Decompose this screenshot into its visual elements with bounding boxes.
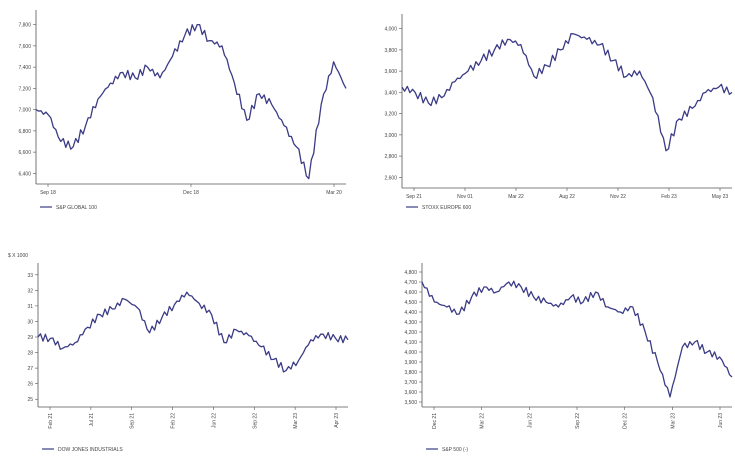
y-tick-label: 4,500 bbox=[404, 300, 417, 306]
y-tick-label: 2,600 bbox=[384, 175, 397, 181]
series-line bbox=[421, 280, 733, 398]
chart-panel-stoxx-europe-600: 4,000 3,800 3,600 3,400 3,200 3,000 2,800 2,600… bbox=[368, 0, 735, 227]
series-line bbox=[37, 291, 349, 373]
y-tick-label: 4,400 bbox=[404, 310, 417, 316]
y-tick-label: 32 bbox=[27, 288, 33, 294]
x-tick-label: Sep 18 bbox=[40, 190, 56, 196]
y-tick-label: 4,100 bbox=[404, 340, 417, 346]
x-tick-label: Sep 22 bbox=[575, 413, 581, 429]
y-tick-label: 4,000 bbox=[404, 350, 417, 356]
series-line bbox=[401, 33, 733, 152]
y-tick-label: 3,900 bbox=[404, 360, 417, 366]
y-unit-label: $ X 1000 bbox=[8, 253, 28, 259]
x-tick-label: Aug 22 bbox=[559, 194, 575, 200]
y-tick-label: 7,800 bbox=[18, 23, 31, 29]
x-tick-label: Mar 22 bbox=[508, 194, 524, 200]
y-tick-label: 3,700 bbox=[404, 380, 417, 386]
y-tick-label: 3,000 bbox=[384, 133, 397, 139]
x-tick-label: Jun 22 bbox=[527, 413, 533, 428]
x-tick-label: Nov 01 bbox=[457, 194, 473, 200]
y-tick-label: 4,300 bbox=[404, 320, 417, 326]
y-tick-label: 7,400 bbox=[18, 65, 31, 71]
y-tick-label: 33 bbox=[27, 273, 33, 279]
x-tick-label: Mar 23 bbox=[293, 413, 299, 429]
y-tick-label: 25 bbox=[27, 397, 33, 403]
x-tick-label: Nov 22 bbox=[610, 194, 626, 200]
x-tick-label: Feb 23 bbox=[661, 194, 677, 200]
x-tick-label: Dec 22 bbox=[623, 413, 629, 429]
x-tick-label: Jul 21 bbox=[89, 413, 95, 427]
y-tick-label: 3,200 bbox=[384, 112, 397, 118]
y-tick-label: 29 bbox=[27, 335, 33, 341]
y-tick-label: 7,200 bbox=[18, 86, 31, 92]
x-tick-label: Feb 22 bbox=[171, 413, 177, 429]
legend-label: S&P GLOBAL 100 bbox=[56, 205, 97, 211]
y-tick-label: 27 bbox=[27, 366, 33, 372]
y-tick-label: 3,400 bbox=[384, 90, 397, 96]
x-tick-label: May 23 bbox=[712, 194, 729, 200]
y-tick-label: 7,600 bbox=[18, 44, 31, 50]
y-tick-label: 3,800 bbox=[384, 48, 397, 54]
y-tick-label: 31 bbox=[27, 304, 33, 310]
x-tick-label: Jun 23 bbox=[718, 413, 724, 428]
y-tick-label: 2,800 bbox=[384, 154, 397, 160]
legend-label: S&P 500 (-) bbox=[442, 447, 468, 453]
x-tick-label: Jun 22 bbox=[211, 413, 217, 428]
x-tick-label: Mar 22 bbox=[480, 413, 486, 429]
chart-panel-sp-global-100: 7,800 7,600 7,400 7,200 7,000 6,800 6,600 6,400… bbox=[0, 0, 367, 227]
y-tick-label: 4,700 bbox=[404, 280, 417, 286]
y-tick-label: 3,600 bbox=[404, 390, 417, 396]
x-tick-label: Mar 20 bbox=[326, 190, 342, 196]
y-tick-label: 6,600 bbox=[18, 150, 31, 156]
x-tick-label: Dec 18 bbox=[183, 190, 199, 196]
x-tick-label: Sep 22 bbox=[252, 413, 258, 429]
x-tick-label: Mar 23 bbox=[670, 413, 676, 429]
y-tick-label: 30 bbox=[27, 319, 33, 325]
x-tick-label: Sep 21 bbox=[406, 194, 422, 200]
y-tick-label: 3,800 bbox=[404, 370, 417, 376]
chart-dow-jones-industrials: 33 32 31 30 29 28 27 26 25 $ X 1000 Feb 21 Jul 21 Se… bbox=[8, 253, 349, 453]
y-tick-label: 4,000 bbox=[384, 27, 397, 33]
y-tick-label: 7,000 bbox=[18, 108, 31, 114]
y-tick-label: 4,800 bbox=[404, 270, 417, 276]
x-tick-label: Feb 21 bbox=[48, 413, 54, 429]
chart-stoxx-europe-600: 4,000 3,800 3,600 3,400 3,200 3,000 2,800 2,600… bbox=[384, 14, 733, 211]
y-tick-label: 6,400 bbox=[18, 171, 31, 177]
y-tick-label: 3,500 bbox=[404, 400, 417, 406]
y-tick-label: 28 bbox=[27, 351, 33, 357]
y-tick-label: 4,200 bbox=[404, 330, 417, 336]
chart-panel-dow-jones: 33 32 31 30 29 28 27 26 25 $ X 1000 Feb 21 Jul 21 Se… bbox=[0, 227, 367, 454]
x-tick-label: Sep 21 bbox=[130, 413, 136, 429]
y-tick-label: 4,600 bbox=[404, 290, 417, 296]
legend-label: DOW JONES INDUSTRIALS bbox=[58, 447, 123, 453]
chart-sp-500: 4,800 4,700 4,600 4,500 4,400 4,300 4,200 4,100… bbox=[404, 263, 733, 453]
series-line bbox=[35, 23, 347, 180]
x-tick-label: Apr 23 bbox=[334, 413, 340, 428]
chart-sp-global-100: 7,800 7,600 7,400 7,200 7,000 6,800 6,600 6,400… bbox=[18, 10, 347, 211]
legend-label: STOXX EUROPE 600 bbox=[422, 205, 471, 211]
y-tick-label: 3,600 bbox=[384, 69, 397, 75]
y-tick-label: 26 bbox=[27, 382, 33, 388]
x-tick-label: Dec 21 bbox=[432, 413, 438, 429]
y-tick-label: 6,800 bbox=[18, 129, 31, 135]
chart-panel-sp-500: 4,800 4,700 4,600 4,500 4,400 4,300 4,200 4,100… bbox=[368, 227, 735, 454]
